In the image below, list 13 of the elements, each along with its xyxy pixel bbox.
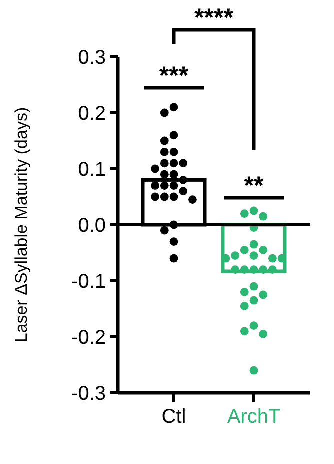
y-tick-label: -0.3 bbox=[72, 383, 106, 405]
y-tick-label: 0.3 bbox=[78, 47, 106, 69]
y-tick-label: -0.1 bbox=[72, 271, 106, 293]
y-tick-label: 0.0 bbox=[78, 215, 106, 237]
y-tick-label: 0.1 bbox=[78, 159, 106, 181]
x-tick-label: ArchT bbox=[227, 406, 281, 428]
x-tick-label: Ctl bbox=[162, 406, 186, 428]
annotation: *** bbox=[159, 62, 189, 90]
text: **** bbox=[194, 4, 234, 32]
annotation: ** bbox=[244, 172, 264, 200]
y-axis-title: Laser ΔSyllable Maturity (days) bbox=[12, 107, 31, 343]
y-tick-label: 0.2 bbox=[78, 103, 106, 125]
y-tick-label: -0.2 bbox=[72, 327, 106, 349]
